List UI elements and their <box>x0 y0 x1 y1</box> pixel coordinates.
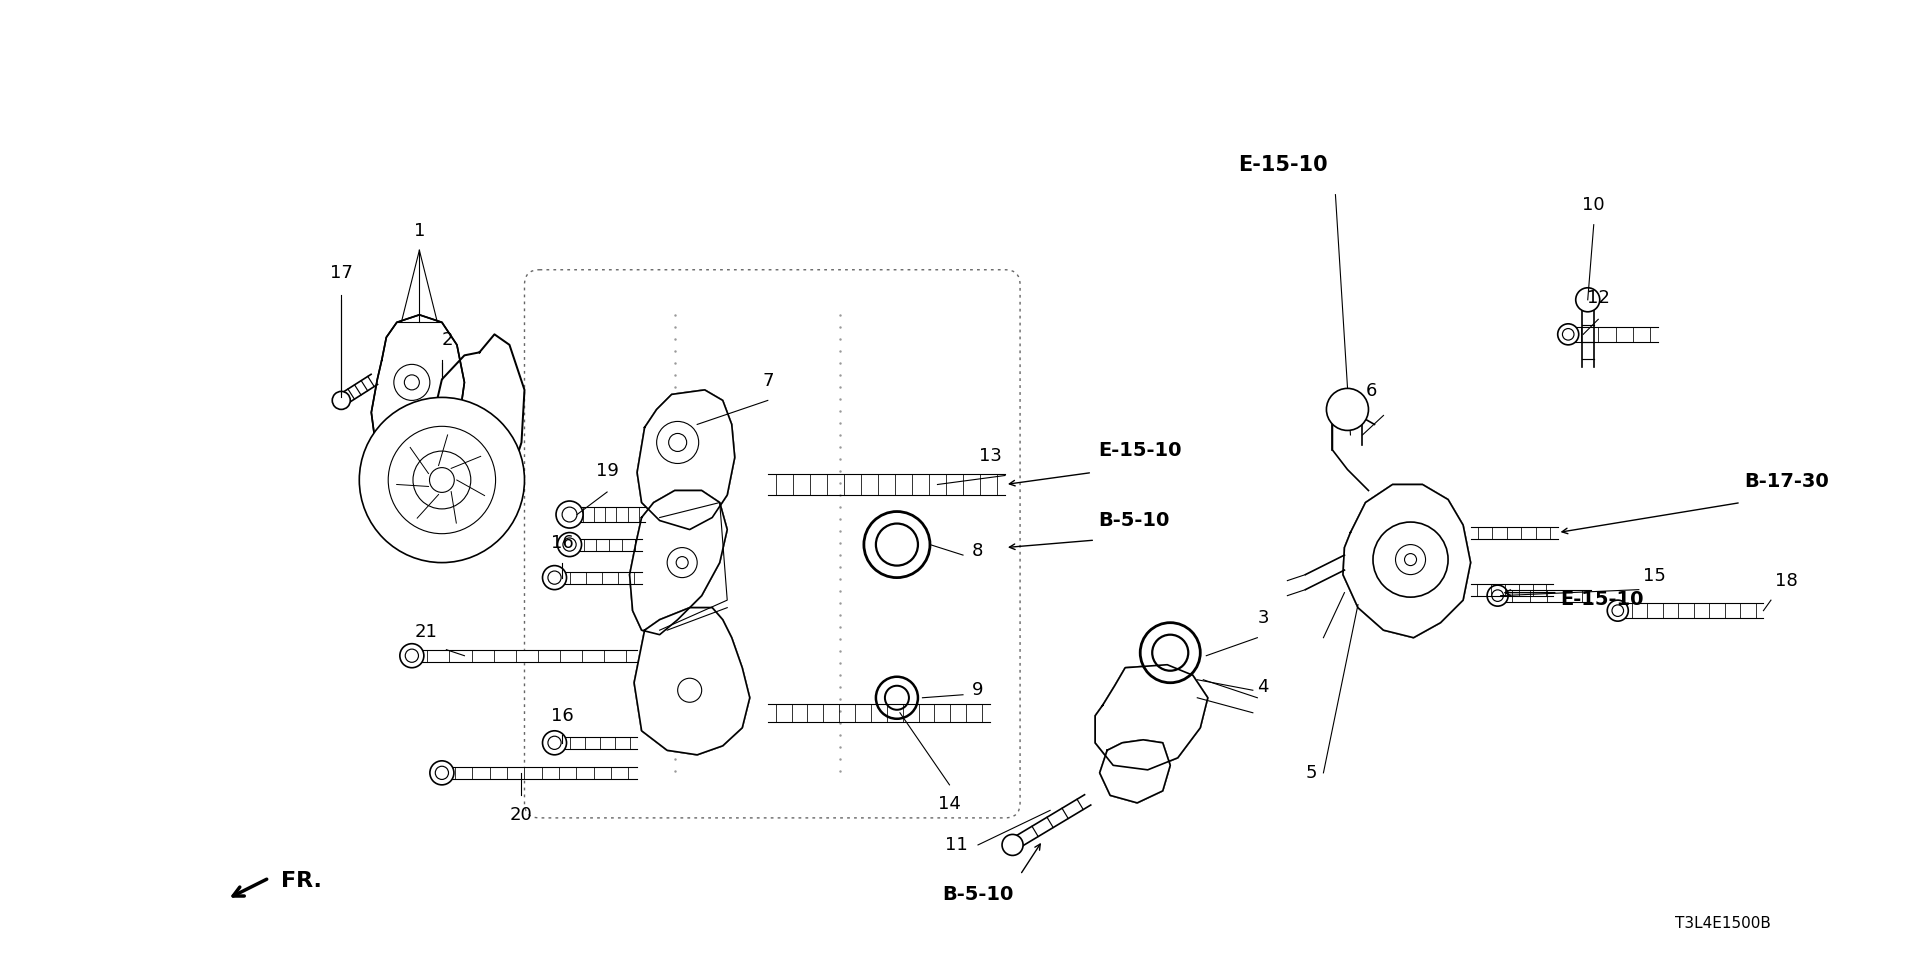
Polygon shape <box>578 539 641 551</box>
Circle shape <box>1140 623 1200 683</box>
Text: 9: 9 <box>972 682 983 699</box>
Text: B-17-30: B-17-30 <box>1743 471 1828 491</box>
Circle shape <box>543 731 566 755</box>
Circle shape <box>1576 288 1599 312</box>
Polygon shape <box>1094 664 1208 770</box>
Polygon shape <box>637 390 735 530</box>
Text: FR.: FR. <box>280 871 323 891</box>
Polygon shape <box>563 737 637 749</box>
Text: 19: 19 <box>595 462 618 480</box>
Circle shape <box>1607 600 1628 621</box>
Polygon shape <box>768 704 991 722</box>
Text: 7: 7 <box>762 372 774 390</box>
Polygon shape <box>634 608 749 755</box>
Polygon shape <box>563 571 641 584</box>
Circle shape <box>1373 522 1448 597</box>
Circle shape <box>557 533 582 557</box>
Text: E-15-10: E-15-10 <box>1098 442 1181 461</box>
Text: E-15-10: E-15-10 <box>1561 589 1644 609</box>
Circle shape <box>864 512 929 578</box>
Text: 2: 2 <box>442 331 453 349</box>
Circle shape <box>678 678 701 703</box>
Circle shape <box>399 644 424 668</box>
Polygon shape <box>445 767 637 779</box>
Text: 8: 8 <box>972 541 983 560</box>
Text: 16: 16 <box>551 534 574 552</box>
Text: 11: 11 <box>945 836 968 854</box>
Circle shape <box>1327 389 1369 430</box>
Circle shape <box>1488 586 1507 606</box>
Text: 1: 1 <box>413 222 424 240</box>
Text: 6: 6 <box>1367 382 1377 400</box>
Circle shape <box>557 501 584 528</box>
Polygon shape <box>417 650 637 661</box>
Text: 10: 10 <box>1582 196 1605 214</box>
Text: 14: 14 <box>939 796 960 813</box>
Polygon shape <box>371 315 465 488</box>
Text: B-5-10: B-5-10 <box>943 885 1014 904</box>
Circle shape <box>332 392 349 409</box>
Circle shape <box>413 451 470 509</box>
Circle shape <box>394 365 430 400</box>
Circle shape <box>543 565 566 589</box>
Text: 4: 4 <box>1258 679 1269 696</box>
Polygon shape <box>1572 326 1659 342</box>
Text: B-5-10: B-5-10 <box>1098 511 1169 530</box>
Text: E-15-10: E-15-10 <box>1238 156 1329 175</box>
Circle shape <box>1002 834 1023 855</box>
Polygon shape <box>1471 584 1553 595</box>
Text: 15: 15 <box>1644 567 1667 586</box>
Circle shape <box>657 421 699 464</box>
Polygon shape <box>1503 589 1592 602</box>
Polygon shape <box>1624 603 1763 618</box>
Circle shape <box>666 547 697 578</box>
Text: 12: 12 <box>1586 289 1609 307</box>
Polygon shape <box>578 507 645 522</box>
Polygon shape <box>1471 526 1557 539</box>
Polygon shape <box>768 474 1004 495</box>
Circle shape <box>876 677 918 719</box>
Text: 18: 18 <box>1776 571 1799 589</box>
Circle shape <box>430 761 453 785</box>
Text: 21: 21 <box>415 623 438 640</box>
Polygon shape <box>630 491 728 635</box>
Text: T3L4E1500B: T3L4E1500B <box>1674 916 1770 930</box>
Circle shape <box>359 397 524 563</box>
Text: 20: 20 <box>511 805 534 824</box>
Circle shape <box>1557 324 1578 345</box>
Polygon shape <box>1342 485 1471 637</box>
Polygon shape <box>1100 740 1171 803</box>
Text: 3: 3 <box>1258 610 1269 627</box>
Text: 16: 16 <box>551 707 574 725</box>
Text: 17: 17 <box>330 264 353 282</box>
Text: 13: 13 <box>979 447 1002 465</box>
Text: 5: 5 <box>1306 764 1317 781</box>
